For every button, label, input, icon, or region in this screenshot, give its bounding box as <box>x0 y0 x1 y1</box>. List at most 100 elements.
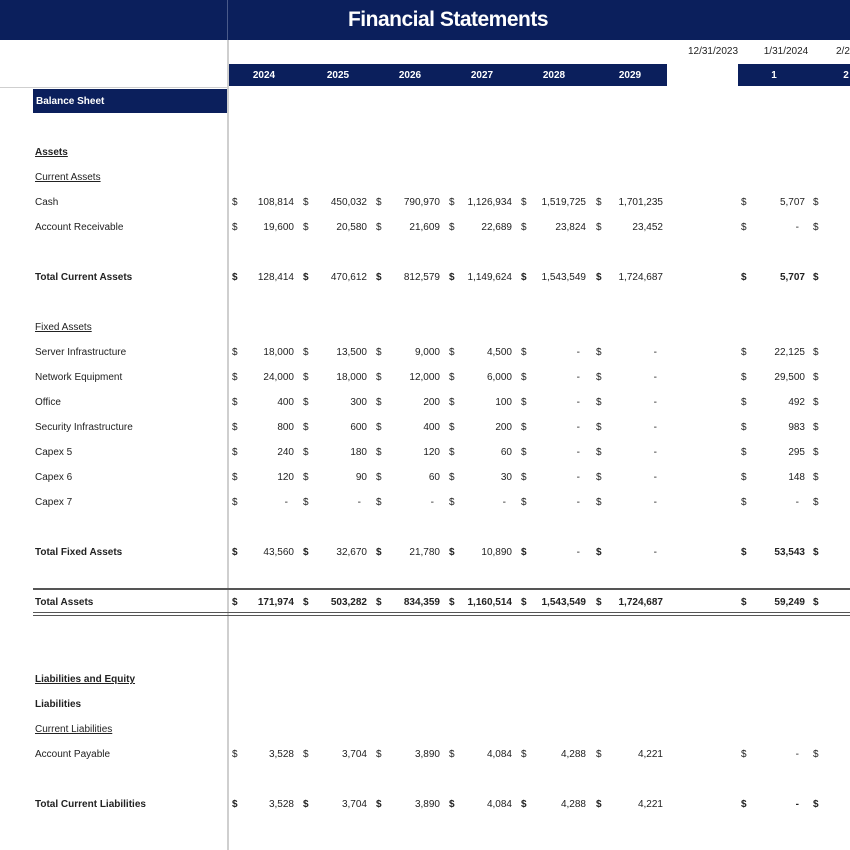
currency-symbol: $ <box>813 197 819 208</box>
currency-symbol: $ <box>741 222 747 233</box>
currency-symbol: $ <box>232 222 238 233</box>
account-receivable-value-2026: 21,609 <box>409 222 440 233</box>
office-value-2027: 100 <box>495 397 512 408</box>
currency-symbol: $ <box>813 222 819 233</box>
security-infrastructure-value-month-1: 983 <box>788 422 805 433</box>
row-divider <box>0 87 227 88</box>
currency-symbol: $ <box>303 597 309 608</box>
month-header-2: 2 <box>843 70 849 81</box>
cash-value-2025: 450,032 <box>330 197 367 208</box>
current-assets-heading: Current Assets <box>35 172 101 183</box>
server-infrastructure-value-2026: 9,000 <box>414 347 440 358</box>
total-assets-value-2027: 1,160,514 <box>467 597 513 608</box>
year-header-2028: 2028 <box>542 70 566 81</box>
currency-symbol: $ <box>596 372 602 383</box>
currency-symbol: $ <box>596 197 602 208</box>
year-header-2027: 2027 <box>470 70 494 81</box>
capex-7-value-2026: - <box>430 497 434 508</box>
currency-symbol: $ <box>449 372 455 383</box>
total-assets-value-2029: 1,724,687 <box>618 597 664 608</box>
currency-symbol: $ <box>303 799 309 810</box>
server-infrastructure-label: Server Infrastructure <box>35 347 127 358</box>
currency-symbol: $ <box>813 799 819 810</box>
total-current-liabilities-value-2029: 4,221 <box>637 799 663 810</box>
year-header-2029: 2029 <box>618 70 642 81</box>
cash-value-2027: 1,126,934 <box>467 197 513 208</box>
currency-symbol: $ <box>376 272 382 283</box>
currency-symbol: $ <box>813 447 819 458</box>
currency-symbol: $ <box>449 472 455 483</box>
capex-5-value-month-1: 295 <box>788 447 805 458</box>
currency-symbol: $ <box>521 497 527 508</box>
currency-symbol: $ <box>521 749 527 760</box>
currency-symbol: $ <box>376 497 382 508</box>
currency-symbol: $ <box>449 222 455 233</box>
network-equipment-value-2026: 12,000 <box>409 372 440 383</box>
capex-5-value-2026: 120 <box>423 447 440 458</box>
currency-symbol: $ <box>741 547 747 558</box>
currency-symbol: $ <box>813 372 819 383</box>
total-assets-value-2028: 1,543,549 <box>541 597 587 608</box>
column-divider <box>227 40 229 850</box>
account-payable-value-2026: 3,890 <box>414 749 440 760</box>
total-current-assets-label: Total Current Assets <box>35 272 133 283</box>
total-assets-value-month-1: 59,249 <box>774 597 805 608</box>
currency-symbol: $ <box>596 472 602 483</box>
cash-value-2029: 1,701,235 <box>618 197 664 208</box>
capex-6-label: Capex 6 <box>35 472 73 483</box>
office-value-month-1: 492 <box>788 397 805 408</box>
currency-symbol: $ <box>376 749 382 760</box>
currency-symbol: $ <box>232 597 238 608</box>
currency-symbol: $ <box>813 422 819 433</box>
currency-symbol: $ <box>741 472 747 483</box>
capex-7-value-2024: - <box>284 497 288 508</box>
server-infrastructure-value-2029: - <box>653 347 657 358</box>
currency-symbol: $ <box>449 347 455 358</box>
account-payable-value-2024: 3,528 <box>268 749 294 760</box>
total-fixed-assets-value-2025: 32,670 <box>336 547 367 558</box>
currency-symbol: $ <box>813 547 819 558</box>
currency-symbol: $ <box>303 272 309 283</box>
total-current-liabilities-value-month-1: - <box>795 799 799 810</box>
currency-symbol: $ <box>813 472 819 483</box>
currency-symbol: $ <box>521 597 527 608</box>
total-fixed-assets-value-2024: 43,560 <box>263 547 294 558</box>
currency-symbol: $ <box>376 372 382 383</box>
account-receivable-value-2028: 23,824 <box>555 222 586 233</box>
capex-7-value-2025: - <box>357 497 361 508</box>
total-assets-label: Total Assets <box>35 597 94 608</box>
total-current-assets-value-2025: 470,612 <box>330 272 367 283</box>
currency-symbol: $ <box>741 397 747 408</box>
total-current-assets-value-2026: 812,579 <box>403 272 440 283</box>
currency-symbol: $ <box>741 597 747 608</box>
server-infrastructure-value-2027: 4,500 <box>486 347 512 358</box>
currency-symbol: $ <box>741 197 747 208</box>
capex-5-value-2024: 240 <box>277 447 294 458</box>
office-value-2024: 400 <box>277 397 294 408</box>
currency-symbol: $ <box>449 497 455 508</box>
currency-symbol: $ <box>596 597 602 608</box>
total-fixed-assets-value-month-1: 53,543 <box>774 547 805 558</box>
month-header-bar <box>738 64 850 86</box>
total-current-liabilities-value-2027: 4,084 <box>486 799 512 810</box>
capex-7-value-2029: - <box>653 497 657 508</box>
account-receivable-value-2025: 20,580 <box>336 222 367 233</box>
total-current-liabilities-value-2024: 3,528 <box>268 799 294 810</box>
currency-symbol: $ <box>449 547 455 558</box>
capex-6-value-2028: - <box>576 472 580 483</box>
currency-symbol: $ <box>521 197 527 208</box>
account-payable-value-2027: 4,084 <box>486 749 512 760</box>
currency-symbol: $ <box>596 799 602 810</box>
currency-symbol: $ <box>521 447 527 458</box>
account-receivable-label: Account Receivable <box>35 222 124 233</box>
cash-value-2028: 1,519,725 <box>541 197 587 208</box>
security-infrastructure-value-2026: 400 <box>423 422 440 433</box>
currency-symbol: $ <box>232 547 238 558</box>
currency-symbol: $ <box>596 272 602 283</box>
account-receivable-value-2024: 19,600 <box>263 222 294 233</box>
account-receivable-value-month-1: - <box>795 222 799 233</box>
currency-symbol: $ <box>303 372 309 383</box>
server-infrastructure-value-2024: 18,000 <box>263 347 294 358</box>
currency-symbol: $ <box>521 799 527 810</box>
currency-symbol: $ <box>741 347 747 358</box>
